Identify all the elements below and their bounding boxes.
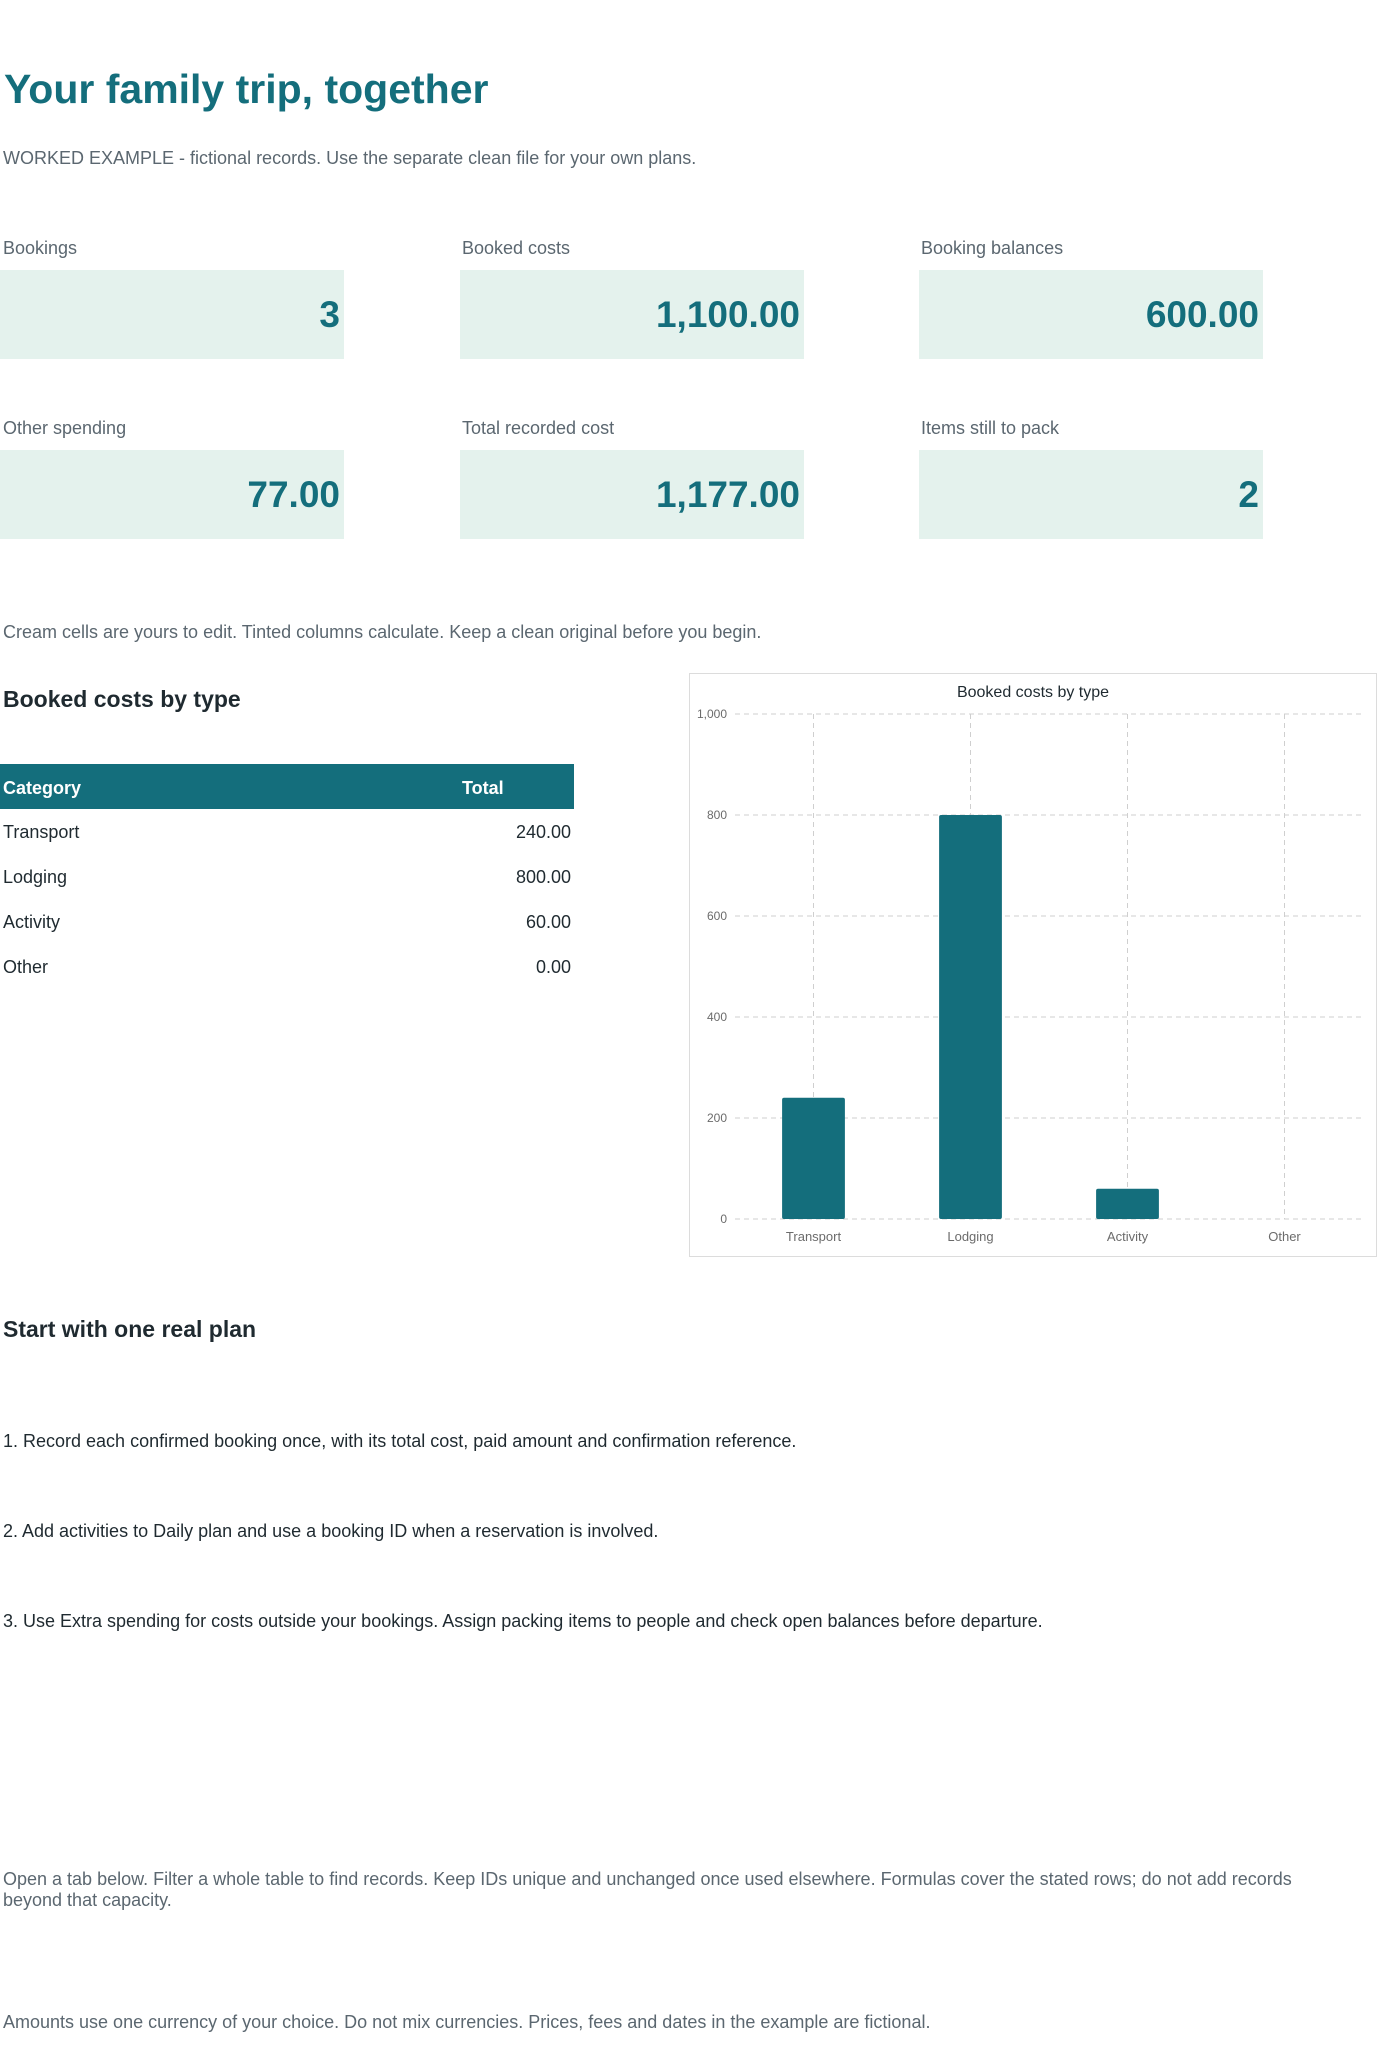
x-tick-label: Transport <box>786 1229 842 1244</box>
y-tick-label: 400 <box>707 1010 727 1024</box>
kpi-card-items-to-pack: 2 <box>919 450 1263 539</box>
table-cell-category: Other <box>3 957 49 977</box>
kpi-card-bookings: 3 <box>0 270 344 359</box>
booked-costs-heading: Booked costs by type <box>3 686 241 712</box>
y-tick-label: 800 <box>707 808 727 822</box>
kpi-label-items-to-pack: Items still to pack <box>921 418 1060 438</box>
x-tick-label: Lodging <box>947 1229 993 1244</box>
kpi-card-booking-balances: 600.00 <box>919 270 1263 359</box>
bar-activity <box>1096 1188 1159 1219</box>
y-tick-label: 200 <box>707 1111 727 1125</box>
kpi-card-booked-costs: 1,100.00 <box>460 270 804 359</box>
x-tick-label: Other <box>1268 1229 1301 1244</box>
page-subtitle: WORKED EXAMPLE - fictional records. Use … <box>3 148 697 168</box>
y-tick-label: 1,000 <box>697 707 727 721</box>
bar-transport <box>782 1097 845 1219</box>
chart-x-tick-labels: Transport Lodging Activity Other <box>786 1229 1302 1244</box>
table-cell-total: 240.00 <box>515 822 571 842</box>
kpi-value-booking-balances: 600.00 <box>1145 293 1259 335</box>
start-plan-heading: Start with one real plan <box>3 1316 257 1342</box>
kpi-label-booking-balances: Booking balances <box>921 238 1064 258</box>
kpi-value-total-recorded-cost: 1,177.00 <box>655 473 800 515</box>
kpi-label-bookings: Bookings <box>3 238 78 258</box>
edit-note: Cream cells are yours to edit. Tinted co… <box>3 622 762 642</box>
column-header-category: Category <box>3 778 82 798</box>
kpi-card-other-spending: 77.00 <box>0 450 344 539</box>
table-cell-total: 0.00 <box>535 957 571 977</box>
table-row: Activity 60.00 <box>0 899 574 944</box>
footer-note-currency: Amounts use one currency of your choice.… <box>3 2012 931 2032</box>
y-tick-label: 0 <box>720 1212 727 1226</box>
table-cell-total: 800.00 <box>515 867 571 887</box>
kpi-label-other-spending: Other spending <box>3 418 127 438</box>
chart-bars <box>782 815 1159 1219</box>
kpi-value-bookings: 3 <box>319 293 340 335</box>
step-2-text: 2. Add activities to Daily plan and use … <box>3 1521 659 1541</box>
x-tick-label: Activity <box>1107 1229 1149 1244</box>
table-header-row: Category Total <box>0 764 574 809</box>
table-row: Other 0.00 <box>0 944 574 989</box>
bar-lodging <box>939 815 1002 1219</box>
step-1-text: 1. Record each confirmed booking once, w… <box>3 1431 797 1451</box>
footer-note-tabs: Open a tab below. Filter a whole table t… <box>3 1869 1292 1910</box>
kpi-value-other-spending: 77.00 <box>247 473 340 515</box>
bar-chart-svg: Booked costs by type 02004006008001,000 … <box>697 684 1363 1244</box>
kpi-label-booked-costs: Booked costs <box>462 238 571 258</box>
y-tick-label: 600 <box>707 909 727 923</box>
table-row: Transport 240.00 <box>0 809 574 854</box>
kpi-label-total-recorded-cost: Total recorded cost <box>462 418 615 438</box>
step-3-text: 3. Use Extra spending for costs outside … <box>3 1611 1043 1631</box>
kpi-value-booked-costs: 1,100.00 <box>655 293 800 335</box>
booked-costs-chart: Booked costs by type 0 200 400 600 800 1,000 … <box>689 673 1377 1257</box>
table-cell-category: Lodging <box>3 867 68 887</box>
column-header-total: Total <box>462 778 504 798</box>
table-cell-category: Activity <box>3 912 61 932</box>
chart-y-tick-labels: 0 200 400 600 800 1,000 <box>697 707 727 1226</box>
kpi-value-items-to-pack: 2 <box>1238 473 1259 515</box>
kpi-card-total-recorded-cost: 1,177.00 <box>460 450 804 539</box>
table-cell-total: 60.00 <box>525 912 571 932</box>
booked-costs-table: Category Total Transport 240.00 Lodging … <box>0 764 574 989</box>
table-cell-category: Transport <box>3 822 80 842</box>
page-title: Your family trip, together <box>4 66 489 112</box>
chart-title: Booked costs by type <box>957 684 1109 701</box>
table-row: Lodging 800.00 <box>0 854 574 899</box>
